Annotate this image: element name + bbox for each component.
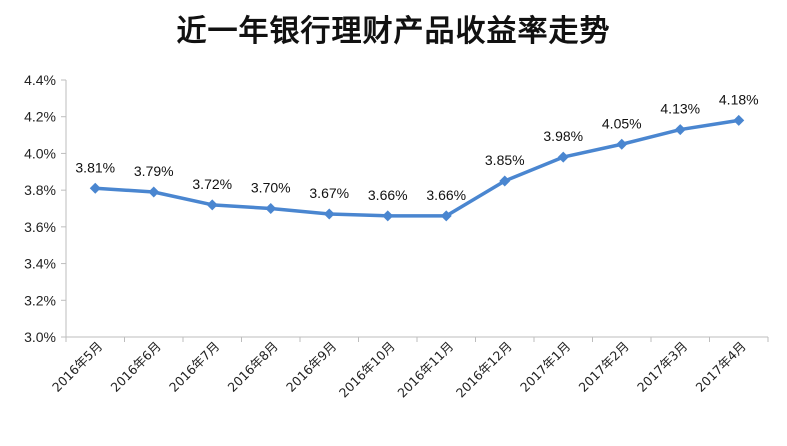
y-axis-ticks: 3.0% 3.2% 3.4% 3.6% 3.8% 4.0% 4.2% 4.4% <box>24 72 66 345</box>
x-tick-label: 2016年10月 <box>336 339 398 401</box>
chart-axes <box>65 80 768 338</box>
y-tick-label: 3.2% <box>24 292 56 308</box>
data-point-marker <box>733 114 745 126</box>
series-line <box>95 118 740 218</box>
data-label: 3.70% <box>251 180 291 196</box>
data-label: 3.98% <box>543 128 583 144</box>
x-tick-label: 2017年4月 <box>692 339 748 395</box>
data-label: 3.72% <box>192 176 232 192</box>
x-tick-label: 2016年11月 <box>394 339 456 401</box>
data-label: 3.81% <box>75 159 115 175</box>
data-point-marker <box>557 151 569 163</box>
y-tick-label: 4.4% <box>24 72 56 88</box>
data-label: 4.05% <box>602 115 642 131</box>
y-tick-label: 3.4% <box>24 256 56 272</box>
x-tick-label: 2017年1月 <box>517 339 573 395</box>
y-tick-label: 3.8% <box>24 182 56 198</box>
data-point-marker <box>616 138 628 150</box>
y-tick-label: 4.2% <box>24 109 56 125</box>
data-label: 3.67% <box>309 185 349 201</box>
y-tick-label: 4.0% <box>24 145 56 161</box>
x-tick-label: 2017年3月 <box>634 339 690 395</box>
x-tick-label: 2016年9月 <box>283 339 339 395</box>
x-tick-label: 2016年12月 <box>453 339 515 401</box>
data-label: 3.66% <box>368 187 408 203</box>
x-tick-label: 2016年7月 <box>166 339 222 395</box>
data-point-marker <box>382 210 394 222</box>
data-point-marker <box>206 199 218 211</box>
chart-title: 近一年银行理财产品收益率走势 <box>176 14 611 49</box>
data-label: 3.79% <box>134 163 174 179</box>
x-tick-label: 2017年2月 <box>575 339 631 395</box>
x-tick-label: 2016年6月 <box>107 339 163 395</box>
x-tick-label: 2016年5月 <box>49 339 105 395</box>
data-label: 4.13% <box>660 101 700 117</box>
data-point-marker <box>499 175 511 187</box>
data-label: 3.66% <box>426 187 466 203</box>
y-tick-label: 3.0% <box>24 329 56 345</box>
data-label: 3.85% <box>485 152 525 168</box>
data-labels: 3.81% 3.79% 3.72% 3.70% 3.67% 3.66% 3.66% 3.85%… <box>75 91 758 202</box>
data-point-marker <box>440 210 452 222</box>
x-tick-label: 2016年8月 <box>224 339 280 395</box>
data-point-marker <box>674 124 686 136</box>
data-point-marker <box>265 203 277 214</box>
data-label: 4.18% <box>719 91 759 107</box>
x-axis-ticks: 2016年5月 2016年6月 2016年7月 2016年8月 2016年9月2016年… <box>49 337 769 401</box>
data-point-marker <box>89 182 101 194</box>
y-tick-label: 3.6% <box>24 219 56 235</box>
data-point-marker <box>148 186 160 198</box>
series-line-group <box>89 114 745 222</box>
data-point-marker <box>323 208 335 220</box>
